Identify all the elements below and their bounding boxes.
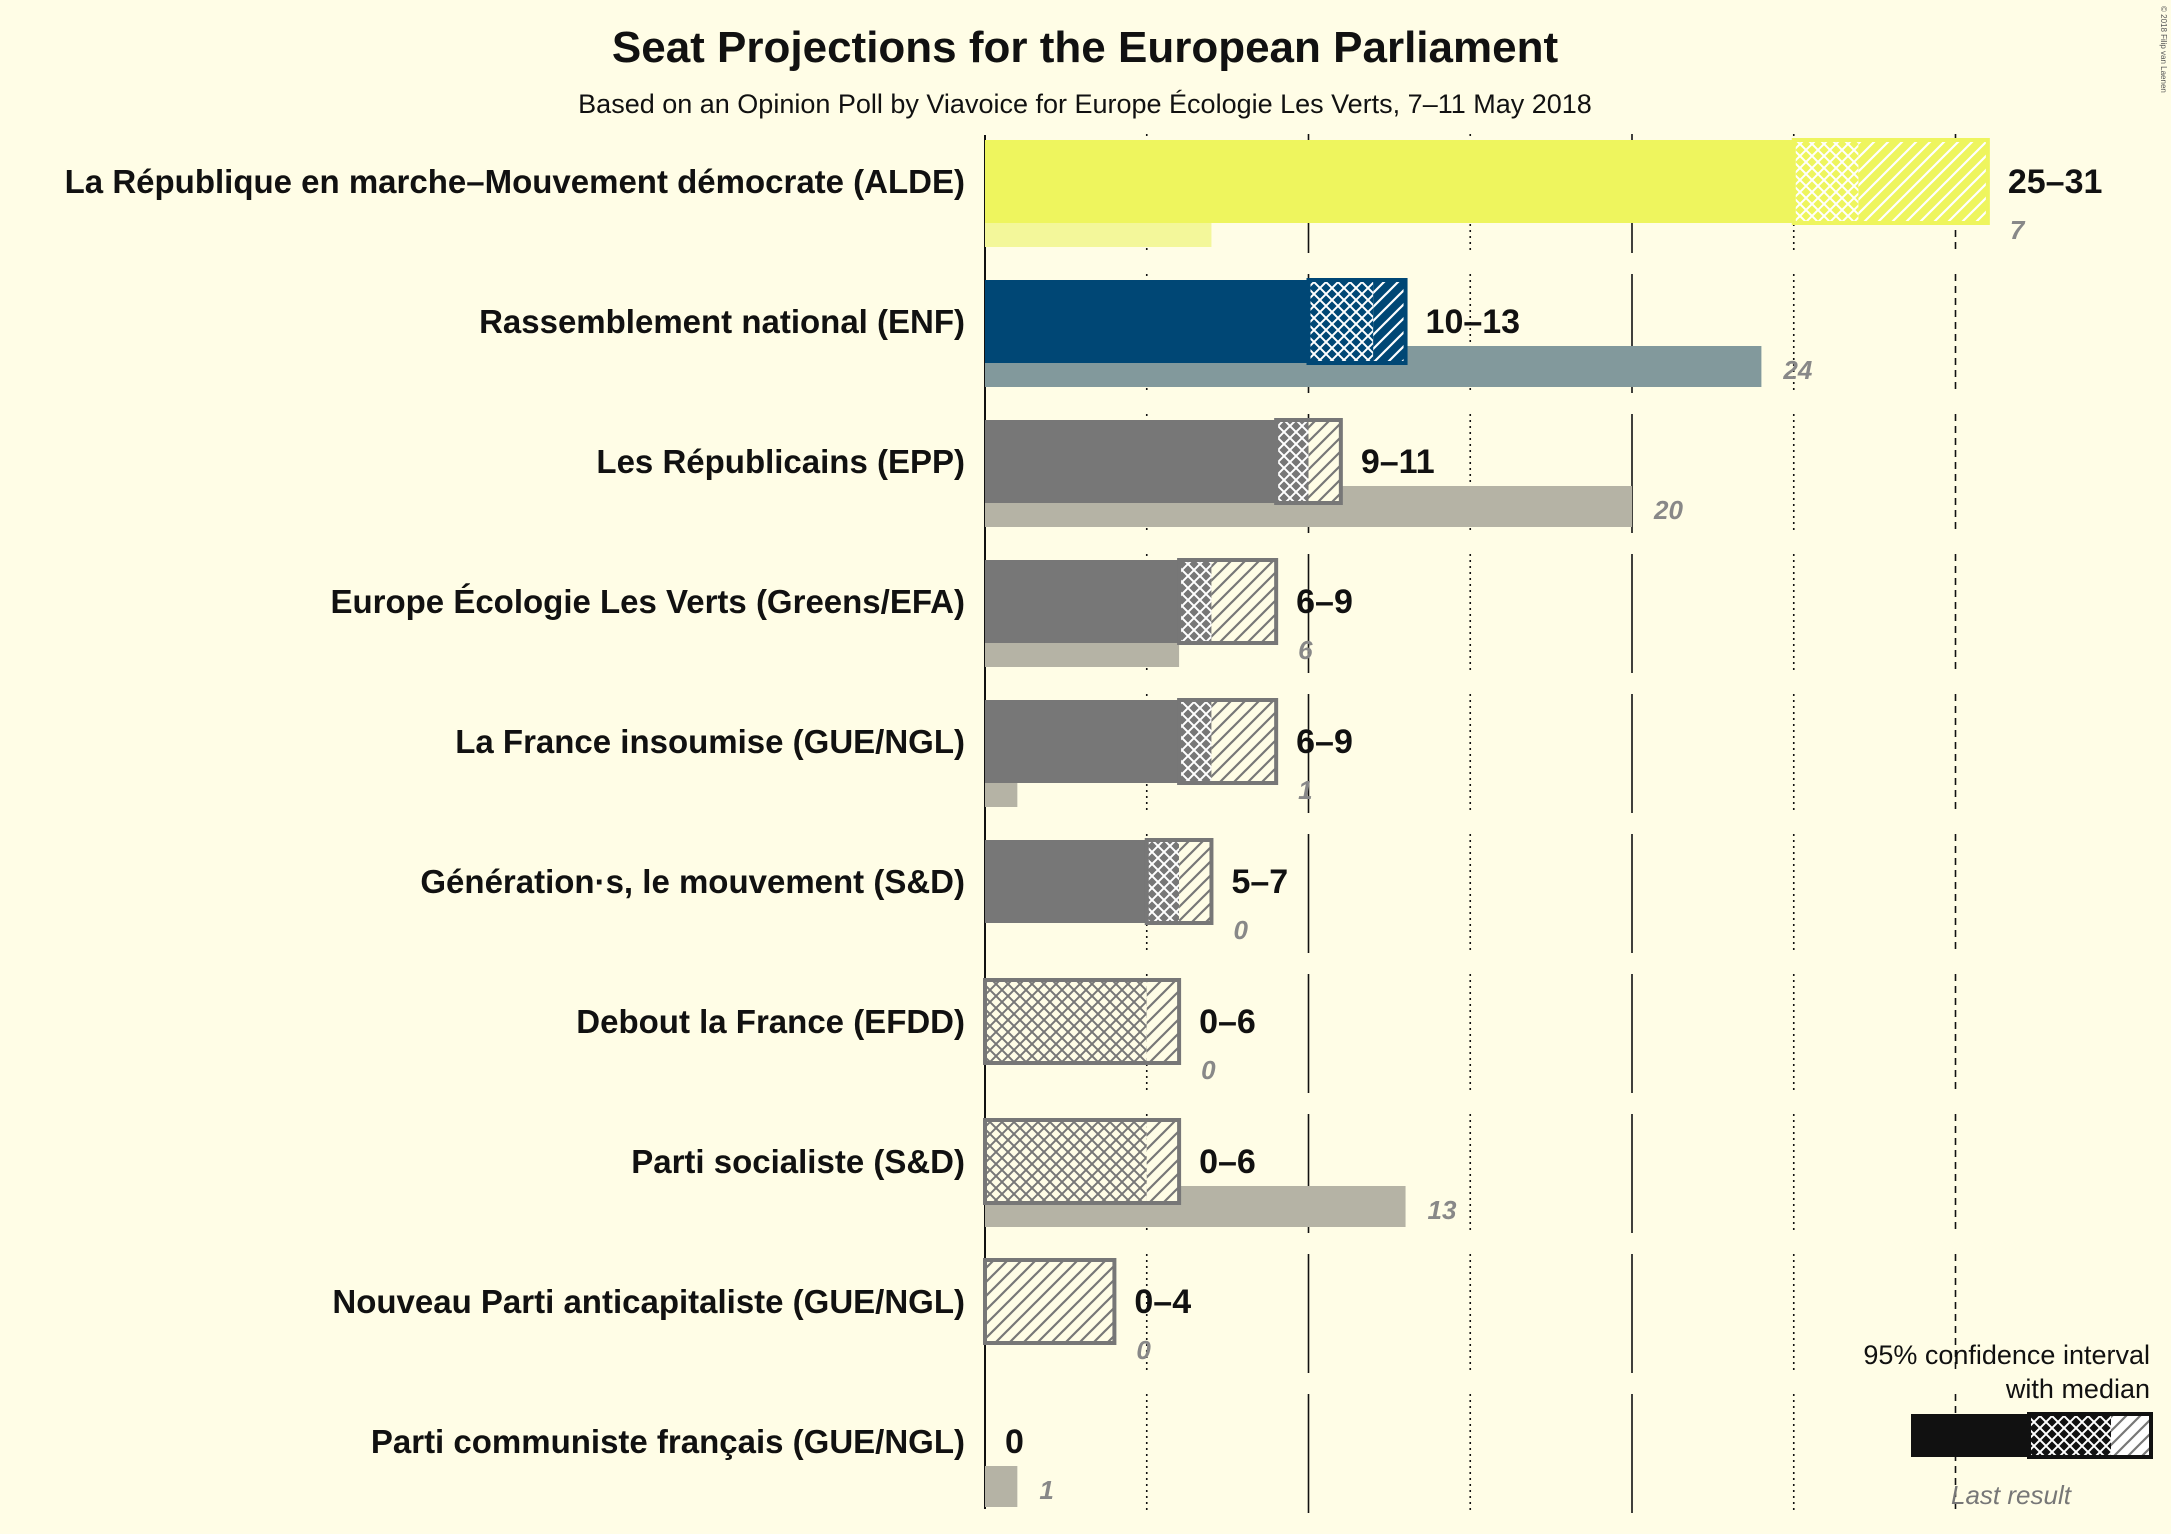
party-7-ci-frame	[983, 978, 1182, 1065]
party-6-ci-frame	[1144, 838, 1214, 925]
party-7-ci-median-pattern	[985, 980, 1147, 1063]
party-2-ci-median-pattern	[1308, 280, 1374, 363]
party-3-ci-median-pattern	[1276, 420, 1309, 503]
party-4-last-result-label: 6	[1298, 635, 1313, 665]
legend-upper-hatch-pattern	[2111, 1414, 2151, 1457]
party-4-ci-median-pattern	[1179, 560, 1212, 643]
legend-line-2: with median	[2005, 1374, 2150, 1404]
party-1-row: La République en marche–Mouvement démocr…	[65, 138, 2103, 247]
party-5-ci-frame	[1177, 698, 1279, 785]
party-7-label: Debout la France (EFDD)	[576, 1003, 965, 1040]
party-10-last-result-bar	[985, 1466, 1018, 1507]
party-rows: La République en marche–Mouvement démocr…	[65, 138, 2103, 1507]
party-2-range-label: 10–13	[1426, 303, 1521, 341]
party-5-ci-solid	[985, 700, 1180, 783]
party-1-last-result-label: 7	[2010, 215, 2026, 245]
party-5-ci-upper-pattern	[1211, 700, 1277, 783]
party-1-ci-median-pattern	[1793, 140, 1859, 223]
party-3-range-label: 9–11	[1361, 443, 1435, 481]
party-2-ci-frame	[1306, 278, 1408, 365]
party-10-row: Parti communiste français (GUE/NGL) 01	[371, 1423, 1054, 1507]
legend-last-result-label: Last result	[1951, 1480, 2073, 1510]
legend: 95% confidence interval with median Last…	[1863, 1340, 2153, 1510]
party-6-row: Génération·s, le mouvement (S&D) 5–7 0	[420, 838, 1288, 945]
party-9-label: Nouveau Parti anticapitaliste (GUE/NGL)	[332, 1283, 965, 1320]
party-3-ci-upper-pattern	[1308, 420, 1341, 503]
party-2-label: Rassemblement national (ENF)	[479, 303, 965, 340]
party-4-ci-solid	[985, 560, 1180, 643]
party-9-row: Nouveau Parti anticapitaliste (GUE/NGL) 0…	[332, 1258, 1191, 1365]
party-1-label: La République en marche–Mouvement démocr…	[65, 163, 965, 200]
party-8-row: Parti socialiste (S&D) 0–6 13	[631, 1118, 1457, 1227]
party-3-ci-solid	[985, 420, 1277, 503]
party-2-ci-upper-pattern	[1373, 280, 1406, 363]
party-2-last-result-label: 24	[1782, 355, 1812, 385]
party-7-last-result-label: 0	[1201, 1055, 1216, 1085]
party-3-ci-frame	[1274, 418, 1343, 505]
party-9-ci-upper-pattern	[985, 1260, 1115, 1343]
party-1-ci-solid	[985, 140, 1794, 223]
party-4-range-label: 6–9	[1296, 583, 1353, 621]
party-8-range-label: 0–6	[1199, 1143, 1256, 1181]
party-4-row: Europe Écologie Les Verts (Greens/EFA) 6–…	[330, 558, 1353, 667]
party-8-label: Parti socialiste (S&D)	[631, 1143, 965, 1180]
party-2-row: Rassemblement national (ENF) 10–13 24	[479, 278, 1813, 387]
party-6-ci-upper-pattern	[1179, 840, 1212, 923]
party-5-range-label: 6–9	[1296, 723, 1353, 761]
party-4-ci-upper-pattern	[1211, 560, 1277, 643]
party-5-row: La France insoumise (GUE/NGL) 6–9 1	[455, 698, 1353, 807]
party-5-ci-median-pattern	[1179, 700, 1212, 783]
party-8-ci-frame	[983, 1118, 1182, 1205]
party-6-ci-median-pattern	[1146, 840, 1180, 923]
party-6-label: Génération·s, le mouvement (S&D)	[420, 863, 965, 900]
party-10-range-label: 0	[1005, 1423, 1024, 1461]
party-1-ci-upper-pattern	[1858, 140, 1988, 223]
party-3-row: Les Républicains (EPP) 9–11 20	[596, 418, 1683, 527]
party-5-last-result-label: 1	[1298, 775, 1312, 805]
party-8-ci-median-pattern	[985, 1120, 1147, 1203]
party-4-label: Europe Écologie Les Verts (Greens/EFA)	[330, 583, 965, 620]
party-4-ci-frame	[1177, 558, 1279, 645]
party-10-label: Parti communiste français (GUE/NGL)	[371, 1423, 965, 1460]
party-3-label: Les Républicains (EPP)	[596, 443, 965, 480]
legend-solid-bar	[1911, 1414, 2029, 1457]
party-6-ci-solid	[985, 840, 1147, 923]
party-10-last-result-label: 1	[1039, 1475, 1053, 1505]
party-5-label: La France insoumise (GUE/NGL)	[455, 723, 965, 760]
legend-median-crosshatch-pattern	[2029, 1414, 2111, 1457]
party-7-ci-upper-pattern	[1146, 980, 1180, 1063]
party-9-ci-frame	[983, 1258, 1117, 1345]
party-9-range-label: 0–4	[1134, 1283, 1191, 1321]
party-8-last-result-label: 13	[1428, 1195, 1457, 1225]
party-9-last-result-label: 0	[1136, 1335, 1151, 1365]
party-6-last-result-label: 0	[1233, 915, 1248, 945]
legend-line-1: 95% confidence interval	[1863, 1340, 2150, 1370]
chart-title: Seat Projections for the European Parlia…	[612, 23, 1559, 72]
party-3-last-result-label: 20	[1653, 495, 1683, 525]
copyright-note: © 2018 Filip van Laenen	[2159, 6, 2168, 93]
party-1-range-label: 25–31	[2008, 163, 2103, 201]
party-8-ci-upper-pattern	[1146, 1120, 1180, 1203]
party-1-ci-frame	[1791, 138, 1990, 225]
legend-frame	[2027, 1412, 2153, 1459]
party-6-range-label: 5–7	[1231, 863, 1288, 901]
chart-subtitle: Based on an Opinion Poll by Viavoice for…	[578, 89, 1592, 119]
party-2-ci-solid	[985, 280, 1309, 363]
party-7-row: Debout la France (EFDD) 0–6 0	[576, 978, 1256, 1085]
party-7-range-label: 0–6	[1199, 1003, 1256, 1041]
